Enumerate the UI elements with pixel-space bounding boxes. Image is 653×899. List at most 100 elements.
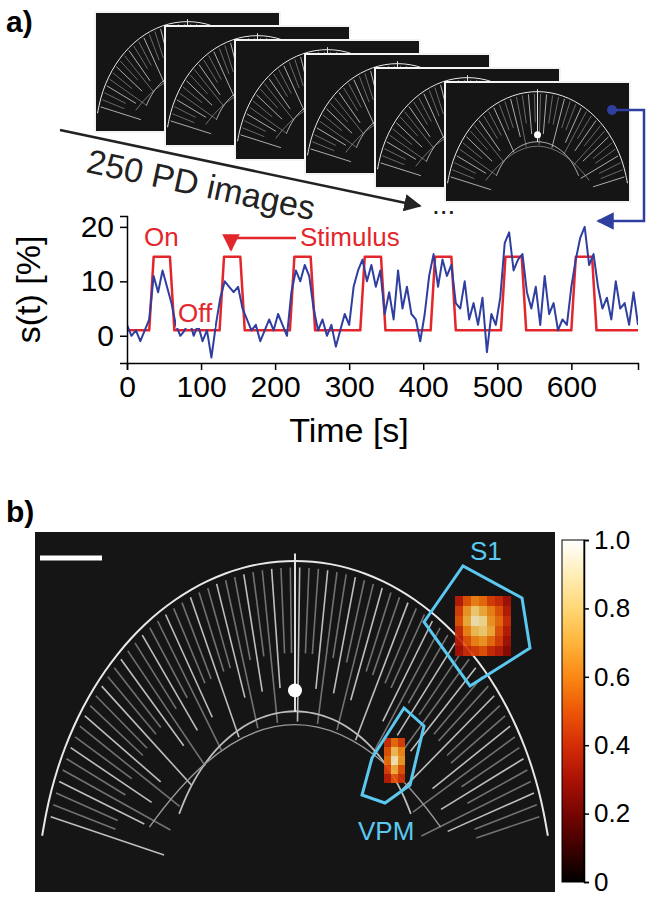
- tick: 600: [547, 363, 597, 403]
- vessel: [190, 75, 207, 94]
- activation-cell: [391, 747, 398, 756]
- vessel: [314, 135, 335, 146]
- annotation: Stimulus: [300, 222, 400, 252]
- vessel: [320, 121, 356, 147]
- vessel: [290, 568, 291, 653]
- activation-cell: [503, 596, 511, 606]
- vessel: [454, 163, 475, 174]
- tick-mark: [120, 336, 127, 338]
- region-label: S1: [470, 536, 502, 566]
- vessel: [494, 108, 514, 153]
- tick: 0.2: [584, 798, 630, 828]
- activation-cell: [463, 626, 471, 636]
- tick-label: 200: [251, 370, 301, 403]
- ellipsis: ...: [432, 189, 455, 220]
- activation-cell: [479, 646, 487, 656]
- activation-cell: [495, 616, 503, 626]
- label-patch: [142, 222, 181, 252]
- vessel: [434, 677, 482, 734]
- tick: 400: [399, 363, 449, 403]
- bright-spot: [534, 131, 541, 138]
- activation-cell: [495, 596, 503, 606]
- vessel: [134, 46, 148, 69]
- vessel: [110, 79, 146, 105]
- tick-label: 300: [325, 370, 375, 403]
- vessel: [549, 95, 553, 123]
- vessel: [235, 577, 251, 660]
- vessel: [289, 62, 299, 88]
- vessel: [447, 706, 500, 756]
- activation-cell: [487, 626, 495, 636]
- vessel: [499, 104, 509, 130]
- activation-cell: [384, 756, 391, 765]
- vessel: [553, 97, 558, 125]
- vessel: [128, 651, 206, 766]
- image-background: [35, 532, 555, 892]
- vessel: [90, 706, 143, 756]
- vessel: [75, 737, 132, 779]
- vessel: [180, 93, 216, 119]
- activation-cell: [495, 636, 503, 646]
- vessel: [413, 737, 515, 812]
- vessel: [323, 115, 342, 131]
- vessel: [316, 570, 328, 689]
- vessel: [419, 651, 462, 715]
- vessel: [577, 116, 591, 139]
- activation-cell: [391, 756, 398, 765]
- vessel: [397, 643, 455, 735]
- vessel: [139, 42, 152, 66]
- axis: 0100200300400500600: [119, 363, 638, 403]
- tick: 0: [97, 319, 127, 352]
- tick-mark: [349, 363, 351, 370]
- vessel: [359, 76, 369, 102]
- axis-line: [120, 217, 128, 364]
- activation-cell: [495, 646, 503, 656]
- tick-mark: [584, 745, 589, 747]
- vessel: [142, 635, 197, 730]
- vessel: [96, 696, 147, 748]
- vessel: [390, 135, 426, 161]
- vessel: [470, 131, 487, 150]
- tick-label: 500: [473, 370, 523, 403]
- vessel: [113, 73, 132, 89]
- activation-cell: [479, 616, 487, 626]
- region-outline: [424, 566, 530, 686]
- vessel: [260, 89, 277, 108]
- bright-spot: [288, 683, 302, 697]
- activation-cell: [479, 596, 487, 606]
- activation-cell: [391, 765, 398, 774]
- vessel: [298, 568, 300, 722]
- activation-cell: [471, 616, 479, 626]
- vessel: [333, 574, 346, 658]
- tick-label: 20: [81, 210, 114, 243]
- vessel: [102, 686, 192, 785]
- image-background: [445, 82, 630, 202]
- axis: 01020: [81, 210, 128, 364]
- vessel: [311, 149, 351, 162]
- scale-bar: [40, 556, 102, 561]
- vessel: [284, 66, 304, 111]
- activation-cell: [471, 636, 479, 646]
- activation-cell: [487, 606, 495, 616]
- vessel: [552, 99, 564, 148]
- activation-cell: [455, 616, 463, 626]
- vessel: [144, 38, 164, 83]
- vessel: [593, 143, 612, 159]
- vessel: [384, 149, 405, 160]
- vessel: [244, 574, 262, 691]
- vessel: [262, 570, 277, 723]
- tick: 100: [177, 363, 227, 403]
- tick-mark: [497, 363, 499, 370]
- activation-cell: [503, 626, 511, 636]
- activation-cell: [463, 596, 471, 606]
- vessel: [204, 60, 218, 83]
- vessel: [476, 817, 539, 838]
- tick-mark: [120, 227, 127, 229]
- vessel: [451, 177, 491, 190]
- vessel: [385, 608, 416, 683]
- tick: 0.8: [584, 593, 630, 623]
- activation-cell: [471, 646, 479, 656]
- activation-cell: [463, 636, 471, 646]
- activation-cell: [503, 636, 511, 646]
- stimulus-arrow: [231, 238, 296, 250]
